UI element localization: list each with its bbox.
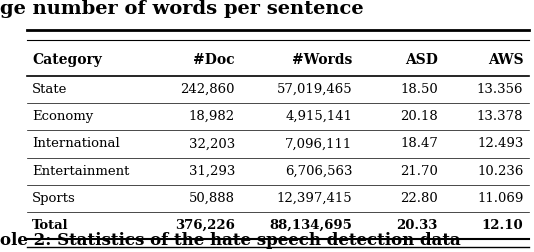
Text: Category: Category [32, 53, 102, 68]
Text: 12.10: 12.10 [482, 219, 523, 232]
Text: 13.378: 13.378 [477, 110, 523, 123]
Text: Entertainment: Entertainment [32, 165, 129, 178]
Text: Total: Total [32, 219, 69, 232]
Text: 18.50: 18.50 [400, 83, 438, 96]
Text: #Doc: #Doc [193, 53, 235, 68]
Text: 20.18: 20.18 [400, 110, 438, 123]
Text: 12,397,415: 12,397,415 [277, 192, 352, 205]
Text: 7,096,111: 7,096,111 [285, 137, 352, 150]
Text: 22.80: 22.80 [400, 192, 438, 205]
Text: State: State [32, 83, 67, 96]
Text: ge number of words per sentence: ge number of words per sentence [0, 0, 364, 18]
Text: International: International [32, 137, 120, 150]
Text: 12.493: 12.493 [477, 137, 523, 150]
Text: 20.33: 20.33 [397, 219, 438, 232]
Text: 10.236: 10.236 [477, 165, 523, 178]
Text: 376,226: 376,226 [175, 219, 235, 232]
Text: 18.47: 18.47 [400, 137, 438, 150]
Text: ASD: ASD [405, 53, 438, 68]
Text: 11.069: 11.069 [477, 192, 523, 205]
Text: Sports: Sports [32, 192, 76, 205]
Text: 6,706,563: 6,706,563 [285, 165, 352, 178]
Text: 57,019,465: 57,019,465 [277, 83, 352, 96]
Text: 88,134,695: 88,134,695 [270, 219, 352, 232]
Text: 31,293: 31,293 [189, 165, 235, 178]
Text: 242,860: 242,860 [180, 83, 235, 96]
Text: #Words: #Words [292, 53, 352, 68]
Text: 4,915,141: 4,915,141 [286, 110, 352, 123]
Text: 13.356: 13.356 [477, 83, 523, 96]
Text: 18,982: 18,982 [189, 110, 235, 123]
Text: 21.70: 21.70 [400, 165, 438, 178]
Text: AWS: AWS [488, 53, 523, 68]
Text: Economy: Economy [32, 110, 93, 123]
Text: 32,203: 32,203 [189, 137, 235, 150]
Text: 50,888: 50,888 [189, 192, 235, 205]
Text: ole 2: Statistics of the hate speech detection data: ole 2: Statistics of the hate speech det… [0, 233, 461, 249]
